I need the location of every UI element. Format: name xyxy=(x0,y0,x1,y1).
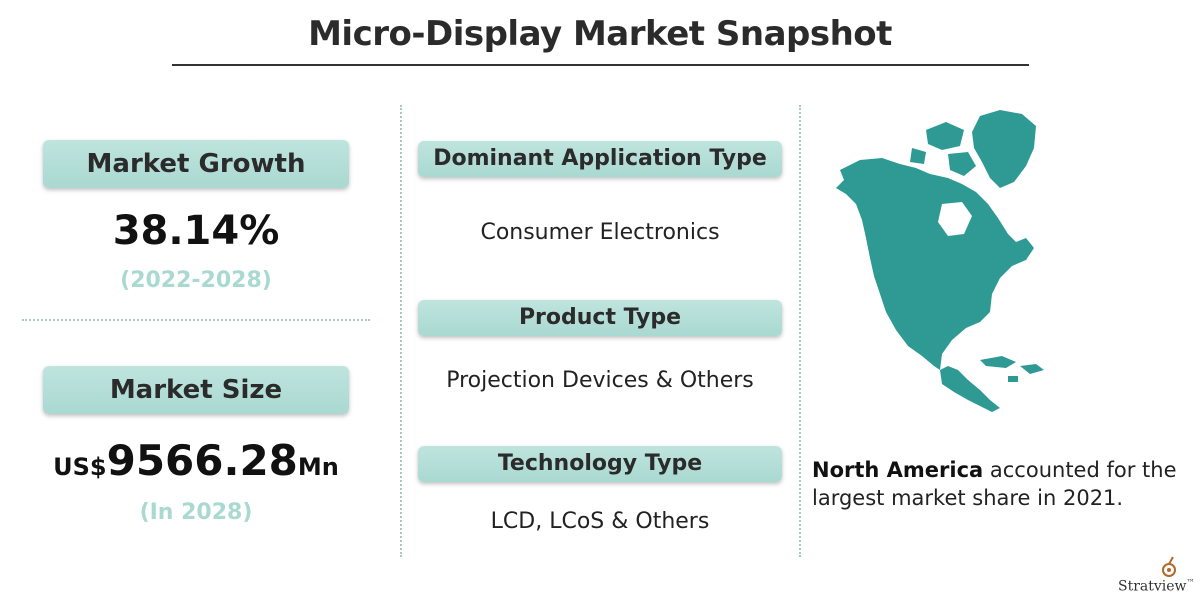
market-size-value: 9566.28 xyxy=(106,436,298,485)
market-size-figure: US$9566.28Mn xyxy=(43,436,349,485)
market-growth-period: (2022-2028) xyxy=(120,268,272,293)
column-divider-1 xyxy=(400,105,402,557)
market-size-period: (In 2028) xyxy=(139,500,253,525)
market-size-unit: Mn xyxy=(297,453,339,481)
hudson-bay xyxy=(938,202,972,236)
product-type-value: Projection Devices & Others xyxy=(446,368,754,393)
title-underline xyxy=(172,64,1029,66)
technology-type-value: LCD, LCoS & Others xyxy=(490,509,710,534)
market-growth-value: 38.14% xyxy=(112,208,280,254)
market-size-label: Market Size xyxy=(43,366,349,414)
stratview-logo: Stratview™ xyxy=(1118,556,1200,600)
page-title: Micro-Display Market Snapshot xyxy=(308,14,892,54)
market-size-prefix: US$ xyxy=(53,453,107,481)
application-type-value: Consumer Electronics xyxy=(480,220,720,245)
region-note-text: accounted for the largest market share i… xyxy=(812,458,1177,510)
logo-icon xyxy=(1162,556,1176,577)
north-america-map-shape xyxy=(836,110,1044,412)
market-growth-label: Market Growth xyxy=(43,140,349,188)
product-type-label: Product Type xyxy=(418,300,782,336)
region-note: North America accounted for the largest … xyxy=(812,456,1182,512)
column-divider-horizontal xyxy=(22,319,370,321)
technology-type-label: Technology Type xyxy=(418,446,782,482)
column-divider-2 xyxy=(799,105,801,557)
region-note-region: North America xyxy=(812,458,984,482)
application-type-label: Dominant Application Type xyxy=(418,141,782,177)
logo-text: Stratview™ xyxy=(1118,578,1195,595)
north-america-map xyxy=(836,110,1044,412)
